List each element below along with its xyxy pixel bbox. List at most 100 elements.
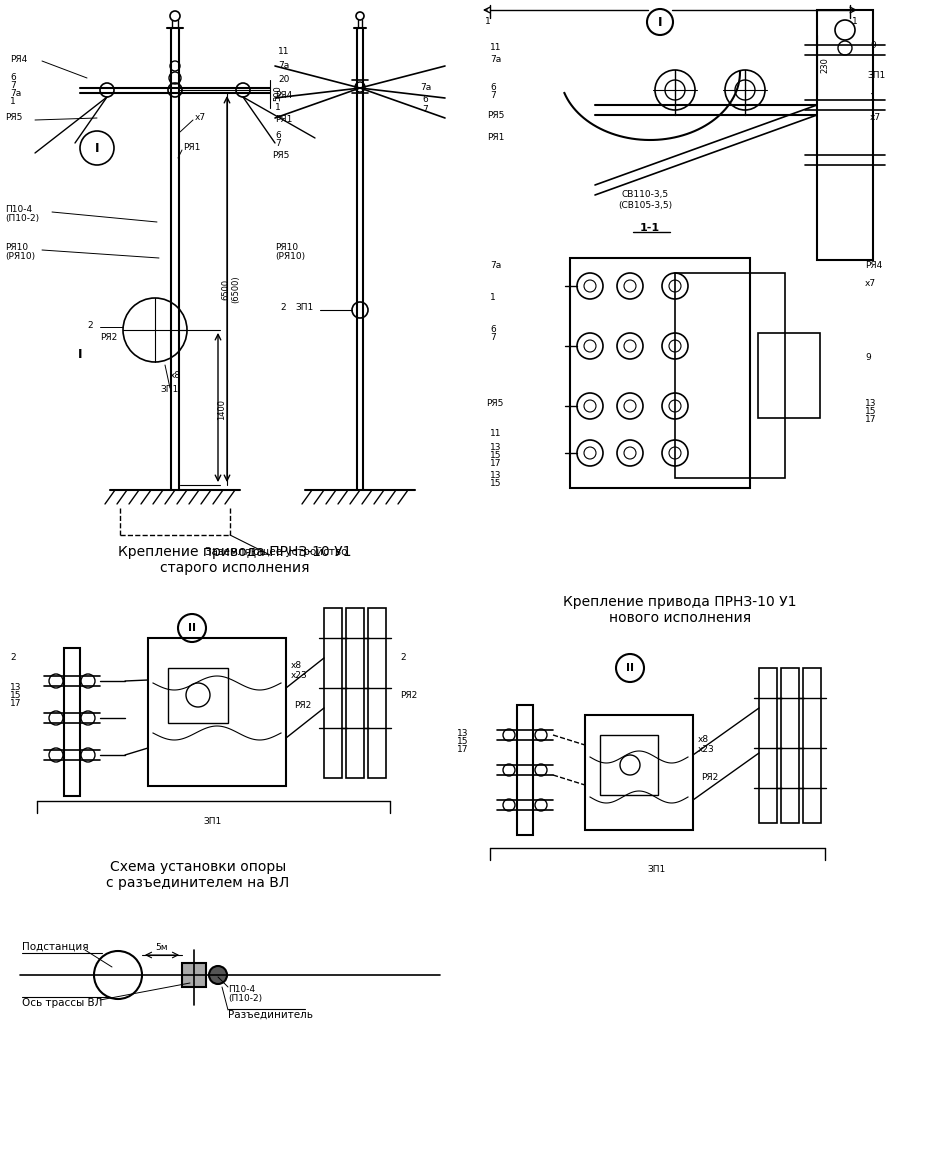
Text: 11: 11 <box>278 47 289 56</box>
Text: 17: 17 <box>864 414 876 423</box>
Bar <box>168 668 228 723</box>
Text: 11: 11 <box>490 44 501 53</box>
Text: РЯ10: РЯ10 <box>5 244 28 253</box>
Text: РЯ5: РЯ5 <box>485 399 503 407</box>
Text: I: I <box>94 141 99 154</box>
Text: х8: х8 <box>291 661 302 670</box>
Text: Схема установки опоры
с разъединителем на ВЛ: Схема установки опоры с разъединителем н… <box>107 860 289 890</box>
Text: 15: 15 <box>490 480 501 489</box>
Text: 7: 7 <box>490 334 496 343</box>
Text: 2: 2 <box>399 653 405 662</box>
Text: 6: 6 <box>10 74 16 83</box>
Text: СВ110-3,5
(СВ105-3,5): СВ110-3,5 (СВ105-3,5) <box>617 190 671 209</box>
Text: РЯ2: РЯ2 <box>100 334 117 343</box>
Circle shape <box>209 966 227 984</box>
Text: 2: 2 <box>10 653 16 662</box>
Bar <box>802 668 820 823</box>
Text: (П10-2): (П10-2) <box>5 214 39 222</box>
Text: 1: 1 <box>490 293 496 302</box>
Text: 17: 17 <box>457 744 468 753</box>
Text: РЯ1: РЯ1 <box>183 144 200 153</box>
Text: 1: 1 <box>484 17 490 26</box>
Text: П10-4: П10-4 <box>228 986 255 995</box>
Text: 6: 6 <box>490 325 496 335</box>
Text: РЯ5: РЯ5 <box>5 114 23 123</box>
Text: 7а: 7а <box>10 90 21 99</box>
Text: 15: 15 <box>457 736 468 745</box>
Text: ЗП1: ЗП1 <box>866 70 885 79</box>
Text: 13: 13 <box>490 444 501 452</box>
Text: 1: 1 <box>869 93 875 102</box>
Text: х23: х23 <box>291 672 308 681</box>
Text: 13: 13 <box>10 683 22 692</box>
Text: 7а: 7а <box>419 84 430 92</box>
Text: 17: 17 <box>490 460 501 468</box>
Text: Заземляющее устройство: Заземляющее устройство <box>205 547 347 557</box>
Bar <box>674 273 784 478</box>
Text: 500: 500 <box>273 85 281 101</box>
Text: ЗП1: ЗП1 <box>160 385 178 394</box>
Text: 7а: 7а <box>490 261 500 270</box>
Text: х8: х8 <box>698 736 708 744</box>
Bar <box>324 608 342 779</box>
Text: 7: 7 <box>490 92 496 100</box>
Text: Разъединитель: Разъединитель <box>228 1010 312 1020</box>
Bar <box>148 638 286 785</box>
Text: ЗП1: ЗП1 <box>204 816 222 826</box>
Text: РЯ5: РЯ5 <box>272 151 289 160</box>
Text: 7а: 7а <box>278 61 289 69</box>
Text: РЯ2: РЯ2 <box>700 773 717 782</box>
Bar <box>584 715 692 830</box>
Text: 13: 13 <box>490 472 501 481</box>
Text: I: I <box>657 15 662 29</box>
Text: 6: 6 <box>490 84 496 92</box>
Text: РЯ4: РЯ4 <box>864 261 882 270</box>
Text: (РЯ10): (РЯ10) <box>5 252 35 261</box>
Text: 230: 230 <box>819 58 829 72</box>
Text: Крепление привода ПРНЗ-10 У1
старого исполнения: Крепление привода ПРНЗ-10 У1 старого исп… <box>118 545 351 575</box>
Bar <box>64 647 80 796</box>
Bar <box>599 735 657 795</box>
Text: РЯ2: РЯ2 <box>399 691 417 700</box>
Text: 6: 6 <box>422 95 428 105</box>
Text: 13: 13 <box>864 399 876 407</box>
Text: РЯ1: РЯ1 <box>275 115 292 124</box>
Text: 9: 9 <box>864 353 869 362</box>
Text: РЯ1: РЯ1 <box>486 133 504 143</box>
Text: II: II <box>625 664 633 673</box>
Text: 1400: 1400 <box>217 399 227 421</box>
Text: 1: 1 <box>851 17 857 26</box>
Text: РЯ5: РЯ5 <box>486 110 504 120</box>
Bar <box>346 608 363 779</box>
Bar <box>780 668 799 823</box>
Bar <box>182 963 206 987</box>
Bar <box>569 258 750 488</box>
Text: х23: х23 <box>698 745 714 754</box>
Text: (РЯ10): (РЯ10) <box>275 252 305 261</box>
Bar <box>516 705 532 835</box>
Text: 15: 15 <box>10 691 22 700</box>
Text: х7: х7 <box>194 114 206 123</box>
Text: х7: х7 <box>869 114 880 123</box>
Text: 5м: 5м <box>156 943 168 951</box>
Text: 1-1: 1-1 <box>639 223 659 233</box>
Text: 20: 20 <box>278 76 289 84</box>
Text: 1: 1 <box>10 98 16 107</box>
Text: 15: 15 <box>490 452 501 460</box>
Bar <box>758 668 776 823</box>
Text: РЯ10: РЯ10 <box>275 244 297 253</box>
Text: 7а: 7а <box>490 55 500 64</box>
Text: РЯ4: РЯ4 <box>10 55 27 64</box>
Bar <box>817 10 872 260</box>
Text: Крепление привода ПРНЗ-10 У1
нового исполнения: Крепление привода ПРНЗ-10 У1 нового испо… <box>563 595 796 626</box>
Text: 13: 13 <box>457 728 468 737</box>
Text: х8: х8 <box>170 370 181 380</box>
Text: 6: 6 <box>275 130 280 139</box>
Bar <box>367 608 385 779</box>
Text: (П10-2): (П10-2) <box>228 994 261 1003</box>
Text: ЗП1: ЗП1 <box>295 304 312 313</box>
Text: 17: 17 <box>10 699 22 708</box>
Text: I: I <box>77 348 82 361</box>
Text: 7: 7 <box>422 106 428 115</box>
Text: Подстанция: Подстанция <box>22 942 89 952</box>
